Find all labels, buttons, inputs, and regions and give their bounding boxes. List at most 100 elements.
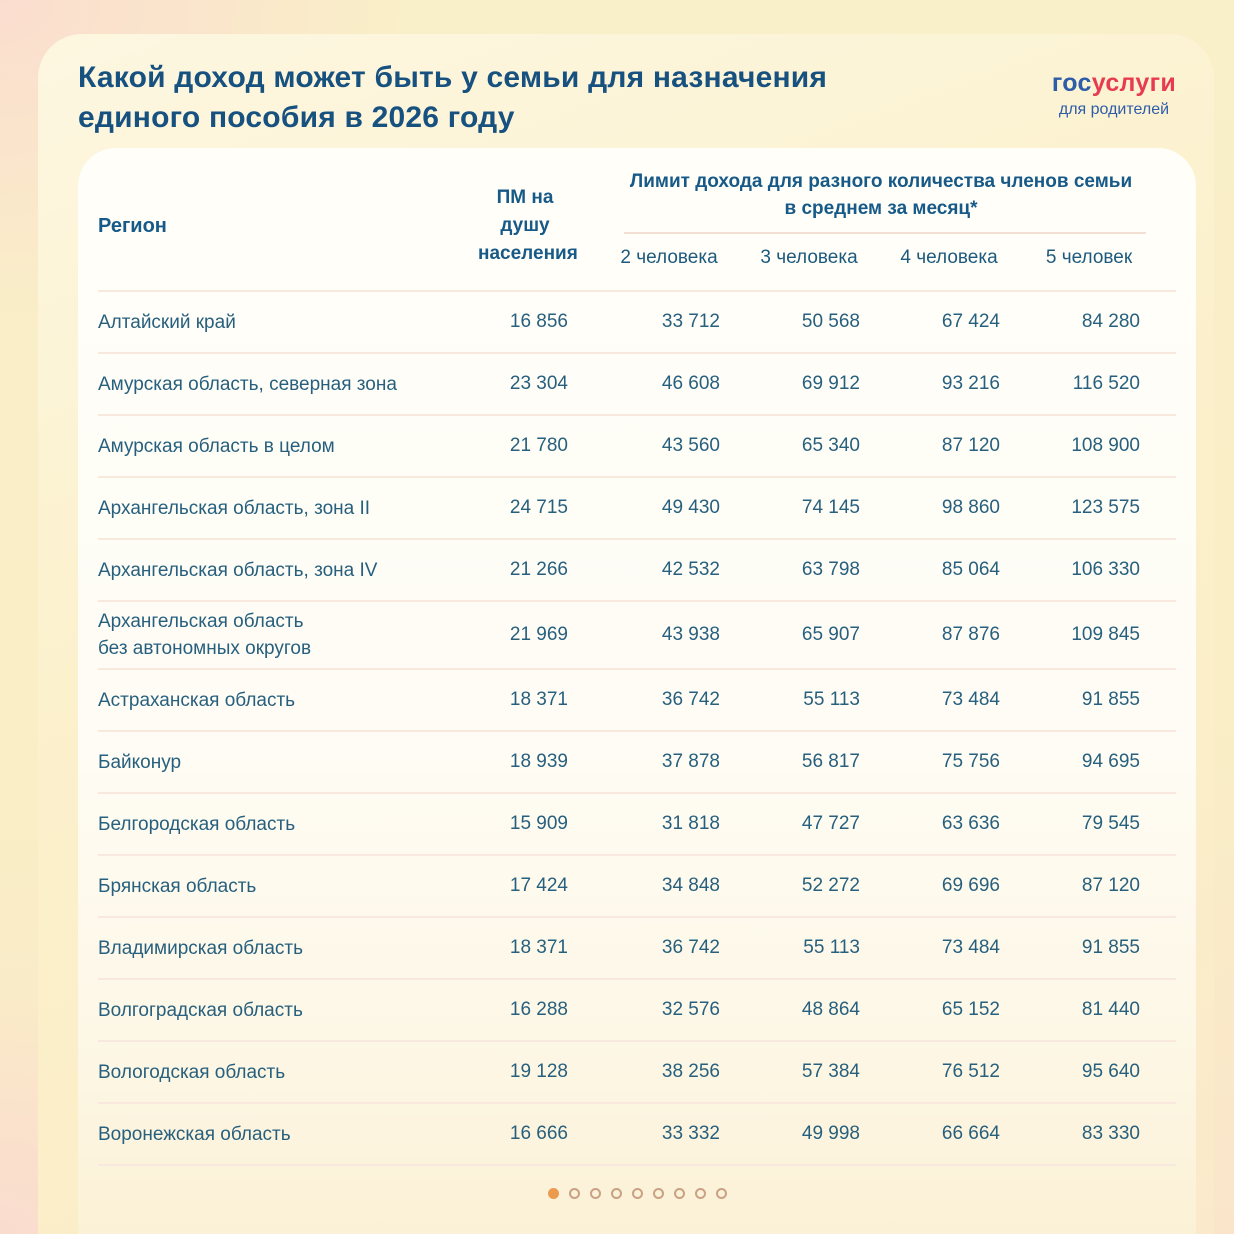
limit-5-persons-cell: 106 330 <box>1071 559 1140 580</box>
carousel-dot-1[interactable] <box>547 1188 559 1199</box>
table-row: Архангельская область без автономных окр… <box>98 602 1176 670</box>
limit-3-persons-cell: 65 340 <box>801 435 860 456</box>
table-row: Белгородская область 15 909 31 818 47 72… <box>98 794 1176 856</box>
group-header-line-2: в среднем за месяц* <box>784 198 978 219</box>
region-cell: Алтайский край <box>98 311 236 333</box>
limit-5-persons-cell: 79 545 <box>1081 813 1140 834</box>
sub-header-2-persons: 2 человека <box>620 247 718 268</box>
carousel-dot-2[interactable] <box>568 1188 580 1199</box>
group-header-divider <box>624 232 1146 234</box>
limit-2-persons-cell: 43 938 <box>661 624 720 645</box>
carousel-pagination <box>98 1188 1176 1199</box>
region-cell: Амурская область, северная зона <box>98 373 397 395</box>
sub-header-5-persons: 5 человек <box>1045 247 1133 268</box>
pm-value-cell: 16 666 <box>509 1123 568 1144</box>
column-header-pm: ПМ на душу населения <box>478 187 578 264</box>
limit-4-persons-cell: 76 512 <box>941 1061 1000 1082</box>
pm-value-cell: 16 288 <box>509 999 568 1020</box>
page-title: Какой доход может быть у семьи для назна… <box>78 58 827 138</box>
limit-5-persons-cell: 94 695 <box>1081 751 1140 772</box>
table-row: Амурская область, северная зона 23 304 4… <box>98 354 1176 416</box>
limit-3-persons-cell: 57 384 <box>801 1061 860 1082</box>
limit-2-persons-cell: 36 742 <box>661 689 720 710</box>
limit-2-persons-cell: 43 560 <box>661 435 720 456</box>
limit-5-persons-cell: 81 440 <box>1081 999 1140 1020</box>
table-row: Алтайский край 16 856 33 712 50 568 67 4… <box>98 292 1176 354</box>
region-cell: Владимирская область <box>98 937 303 959</box>
limit-3-persons-cell: 55 113 <box>803 689 860 710</box>
limit-5-persons-cell: 95 640 <box>1081 1061 1140 1082</box>
carousel-dot-7[interactable] <box>673 1188 685 1199</box>
limit-2-persons-cell: 33 712 <box>661 311 720 332</box>
region-cell: Воронежская область <box>98 1123 291 1145</box>
carousel-dot-3[interactable] <box>589 1188 601 1199</box>
limit-4-persons-cell: 67 424 <box>941 311 1000 332</box>
limit-2-persons-cell: 42 532 <box>661 559 720 580</box>
carousel-dot-5[interactable] <box>631 1188 643 1199</box>
limit-3-persons-cell: 56 817 <box>801 751 860 772</box>
carousel-dot-8[interactable] <box>694 1188 706 1199</box>
group-header-title: Лимит дохода для разного количества член… <box>618 168 1178 222</box>
table-row: Архангельская область, зона IV 21 266 42… <box>98 540 1176 602</box>
limit-5-persons-cell: 109 845 <box>1071 624 1140 645</box>
gosuslugi-logo-wordmark: госуслуги <box>1052 70 1176 96</box>
page-title-line-2: единого пособия в 2026 году <box>78 101 515 134</box>
limit-2-persons-cell: 37 878 <box>661 751 720 772</box>
limit-2-persons-cell: 36 742 <box>661 937 720 958</box>
table-row: Архангельская область, зона II 24 715 49… <box>98 478 1176 540</box>
limit-5-persons-cell: 87 120 <box>1081 875 1140 896</box>
pm-value-cell: 21 780 <box>509 435 568 456</box>
sub-header-4-persons: 4 человека <box>900 247 998 268</box>
table-row: Брянская область 17 424 34 848 52 272 69… <box>98 856 1176 918</box>
region-cell: Амурская область в целом <box>98 435 335 457</box>
limit-3-persons-cell: 47 727 <box>801 813 860 834</box>
limit-3-persons-cell: 50 568 <box>801 311 860 332</box>
limit-4-persons-cell: 66 664 <box>941 1123 1000 1144</box>
limit-4-persons-cell: 98 860 <box>941 497 1000 518</box>
table-row: Амурская область в целом 21 780 43 560 6… <box>98 416 1176 478</box>
region-cell: Архангельская область, зона II <box>98 497 371 519</box>
limit-5-persons-cell: 123 575 <box>1071 497 1140 518</box>
limit-2-persons-cell: 46 608 <box>661 373 720 394</box>
limit-3-persons-cell: 48 864 <box>801 999 860 1020</box>
table-row: Вологодская область 19 128 38 256 57 384… <box>98 1042 1176 1104</box>
limit-5-persons-cell: 83 330 <box>1081 1123 1140 1144</box>
limit-2-persons-cell: 34 848 <box>661 875 720 896</box>
table-row: Владимирская область 18 371 36 742 55 11… <box>98 918 1176 980</box>
limit-5-persons-cell: 108 900 <box>1071 435 1140 456</box>
carousel-dot-9[interactable] <box>715 1188 727 1199</box>
limit-5-persons-cell: 84 280 <box>1081 311 1140 332</box>
limit-4-persons-cell: 93 216 <box>941 373 1000 394</box>
limit-2-persons-cell: 32 576 <box>661 999 720 1020</box>
carousel-dot-4[interactable] <box>610 1188 622 1199</box>
limit-4-persons-cell: 75 756 <box>941 751 1000 772</box>
pm-value-cell: 16 856 <box>509 311 568 332</box>
limit-2-persons-cell: 31 818 <box>661 813 720 834</box>
region-cell: Волгоградская область <box>98 999 303 1021</box>
region-cell: Байконур <box>98 751 182 773</box>
table-row: Волгоградская область 16 288 32 576 48 8… <box>98 980 1176 1042</box>
pm-value-cell: 18 371 <box>509 689 568 710</box>
limit-2-persons-cell: 49 430 <box>661 497 720 518</box>
gosuslugi-logo: госуслуги для родителей <box>1052 58 1176 119</box>
table-card: Регион ПМ на душу населения Лимит дохода… <box>78 148 1196 1234</box>
pm-value-cell: 15 909 <box>509 813 568 834</box>
pm-value-cell: 17 424 <box>509 875 568 896</box>
table-header: Регион ПМ на душу населения Лимит дохода… <box>98 162 1176 290</box>
limit-3-persons-cell: 69 912 <box>801 373 860 394</box>
table-body: Алтайский край 16 856 33 712 50 568 67 4… <box>98 290 1176 1166</box>
infographic-card: Какой доход может быть у семьи для назна… <box>38 34 1214 1234</box>
region-cell: Вологодская область <box>98 1061 286 1083</box>
pm-value-cell: 24 715 <box>509 497 568 518</box>
limit-4-persons-cell: 63 636 <box>941 813 1000 834</box>
carousel-dot-6[interactable] <box>652 1188 664 1199</box>
limit-4-persons-cell: 73 484 <box>941 937 1000 958</box>
table-row: Байконур 18 939 37 878 56 817 75 756 94 … <box>98 732 1176 794</box>
pm-value-cell: 21 266 <box>509 559 568 580</box>
limit-2-persons-cell: 33 332 <box>661 1123 720 1144</box>
logo-tagline: для родителей <box>1058 101 1170 118</box>
sub-headers-row: 2 человека 3 человека 4 человека 5 человек <box>618 234 1178 269</box>
region-cell: Астраханская область <box>98 689 296 711</box>
column-group-header: Лимит дохода для разного количества член… <box>618 162 1178 290</box>
limit-4-persons-cell: 65 152 <box>941 999 1000 1020</box>
